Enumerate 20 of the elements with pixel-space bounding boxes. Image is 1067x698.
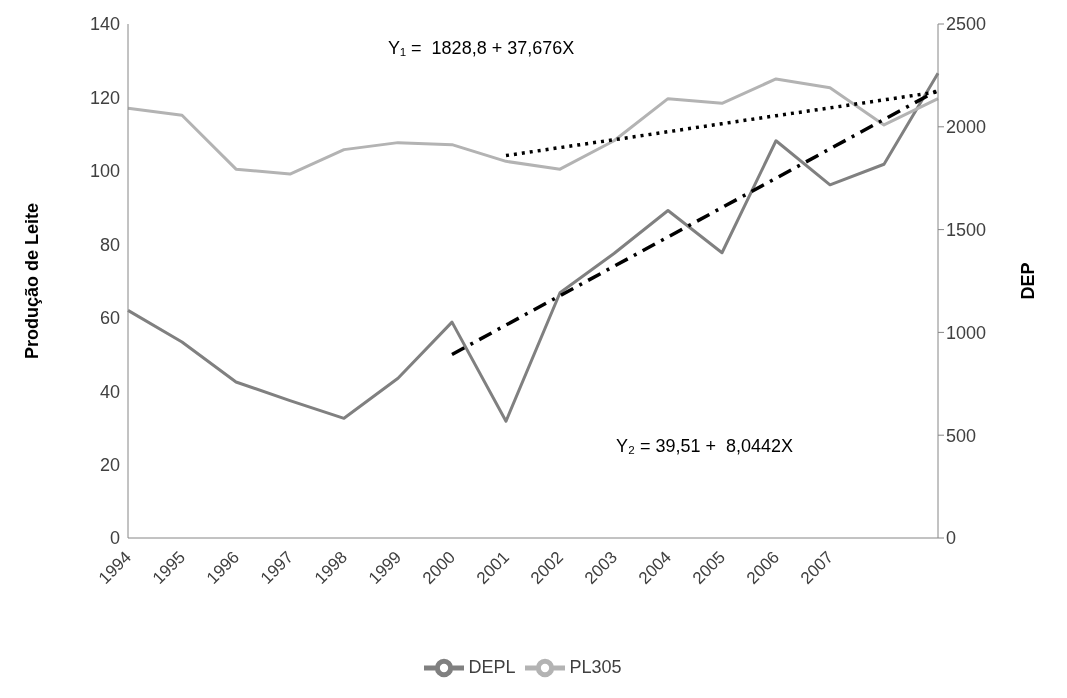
y-tick-label: 20 [99,454,120,475]
y-tick-label: 0 [109,528,120,549]
legend-label: PL305 [569,656,622,677]
y-tick-label: 100 [89,161,120,182]
y-tick-label: 80 [99,234,120,255]
annotation: Y₁ = 1828,8 + 37,676X [388,38,575,59]
y-tick-label: 140 [89,14,120,35]
y-tick-label: 40 [99,381,120,402]
y-tick-label: 60 [99,308,120,329]
y2-tick-label: 1000 [946,322,987,343]
y-axis-title: Produção de Leite [22,202,43,360]
y2-tick-label: 500 [946,425,977,446]
y2-tick-label: 1500 [946,219,987,240]
y2-tick-label: 2000 [946,117,987,138]
annotation: Y₂ = 39,51 + 8,0442X [616,436,794,457]
y-tick-label: 120 [89,87,120,108]
y2-tick-label: 2500 [946,14,987,35]
legend-label: DEPL [468,656,516,677]
y2-tick-label: 0 [946,528,957,549]
y2-axis-title: DEP [1018,262,1039,300]
